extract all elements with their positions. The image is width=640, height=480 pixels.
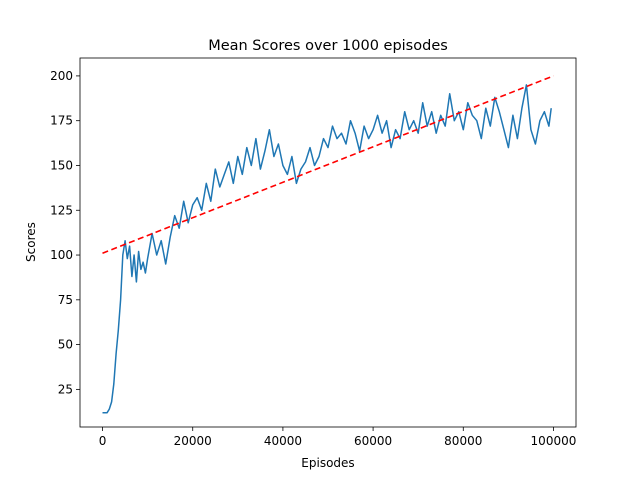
x-tick-label: 40000 — [264, 434, 302, 448]
y-tick-label: 50 — [58, 338, 73, 352]
x-tick-label: 60000 — [354, 434, 392, 448]
y-tick-label: 175 — [50, 114, 73, 128]
y-tick-label: 100 — [50, 248, 73, 262]
chart-title: Mean Scores over 1000 episodes — [208, 38, 448, 54]
y-tick-label: 150 — [50, 158, 73, 172]
x-tick-label: 80000 — [444, 434, 482, 448]
scores-line — [102, 84, 552, 414]
trend-line — [102, 75, 554, 254]
x-tick-label: 20000 — [174, 434, 212, 448]
x-axis-label: Episodes — [301, 456, 354, 470]
x-tick-label: 100000 — [531, 434, 577, 448]
y-axis-label: Scores — [24, 222, 38, 262]
plot-frame — [79, 57, 577, 428]
plot-area: 0 20000 40000 60000 80000 100000 25 50 75 100 125 1… — [50, 57, 577, 448]
y-tick-label: 25 — [58, 382, 73, 396]
y-tick-label: 125 — [50, 203, 73, 217]
x-tick-label: 0 — [99, 434, 107, 448]
y-tick-label: 75 — [58, 293, 73, 307]
y-tick-label: 200 — [50, 69, 73, 83]
